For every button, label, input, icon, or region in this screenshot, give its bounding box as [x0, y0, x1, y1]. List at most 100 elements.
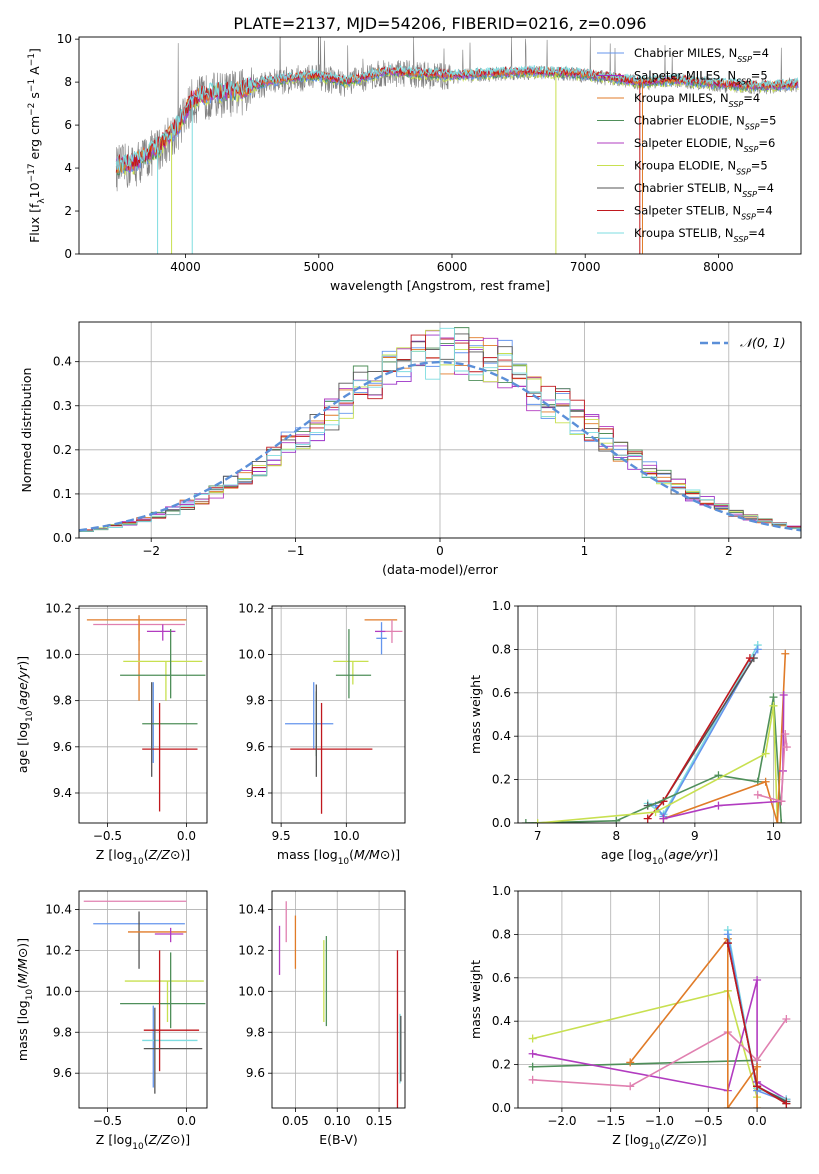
plus-marker	[773, 819, 782, 823]
error-bar-point	[120, 952, 206, 1029]
y-tick-label: 1.0	[492, 884, 511, 898]
mass_vs_ebv-xlabel: E(B-V)	[319, 1132, 358, 1147]
spectrum-xlabel: wavelength [Angstrom, rest frame]	[330, 278, 550, 293]
spectrum-panel: 4000 5000 6000 7000 8000 0 2 4 6 8 10 wavelength [A…	[27, 32, 802, 293]
axes-frame	[517, 890, 802, 1109]
plus-marker	[533, 819, 542, 823]
plus-marker	[723, 930, 732, 939]
plus-marker	[528, 1075, 537, 1084]
plus-marker	[769, 701, 778, 710]
mass-weight-series-salp_stelib	[647, 657, 751, 820]
normal-curve	[79, 360, 801, 532]
y-tick-label: 9.6	[53, 1066, 72, 1080]
x-tick-label: 9.5	[272, 829, 291, 843]
mass_weight_vs_age-ylabel: mass weight	[468, 675, 483, 754]
y-tick-label: 9.8	[246, 1025, 265, 1039]
error-bar-point	[154, 927, 184, 943]
plus-marker	[781, 649, 790, 658]
y-tick-label: 2	[64, 204, 72, 218]
y-tick-label: 0.0	[492, 816, 511, 830]
x-tick-label: −1.5	[596, 1114, 625, 1128]
y-tick-label: 0.4	[492, 1014, 511, 1028]
y-tick-label: 10.4	[45, 902, 72, 916]
mass_weight_vs_Z-ylabel: mass weight	[468, 960, 483, 1039]
error-bar-point	[333, 660, 369, 685]
x-tick-label: 10.0	[333, 829, 360, 843]
plus-marker	[626, 1058, 635, 1067]
legend-entry: Salpeter ELODIE, NSSP=6	[634, 136, 775, 154]
mass_weight_vs_age-panel: 7 8 9 10 0.0 0.2 0.4 0.6 0.8 1.0 age [log10(age/yr…	[468, 599, 802, 867]
y-tick-label: 8	[64, 75, 72, 89]
y-tick-label: 0.4	[492, 729, 511, 743]
residuals-ylabel: Normed distribution	[19, 368, 34, 493]
y-tick-label: 10.2	[238, 601, 265, 615]
x-tick-label: 5000	[304, 260, 335, 274]
age_vs_Z-plot-area	[79, 606, 207, 823]
x-tick-label: 6000	[437, 260, 468, 274]
axes-frame	[517, 605, 802, 824]
mass-weight-series-chab_elodie	[525, 696, 783, 823]
y-tick-label: 0.2	[53, 443, 72, 457]
legend-entry: Kroupa ELODIE, NSSP=5	[634, 159, 768, 177]
y-tick-label: 9.4	[53, 786, 72, 800]
axes-frame	[78, 605, 208, 824]
plus-marker	[753, 975, 762, 984]
spectrum-legend: Chabrier MILES, NSSP=4 Salpeter MILES, NS…	[597, 46, 776, 244]
x-tick-label: 8000	[703, 260, 734, 274]
x-tick-label: 9	[691, 829, 699, 843]
x-tick-label: 0.15	[366, 1114, 393, 1128]
y-tick-label: 9.8	[53, 1025, 72, 1039]
y-tick-label: 0.6	[492, 971, 511, 985]
residuals-legend: 𝒩(0, 1)	[700, 335, 786, 350]
legend-entry: Kroupa STELIB, NSSP=4	[634, 226, 765, 244]
plus-marker	[777, 819, 786, 823]
axes-frame	[271, 605, 406, 824]
y-tick-label: 0.8	[492, 927, 511, 941]
legend-entry: 𝒩(0, 1)	[740, 335, 786, 350]
x-tick-label: 0.0	[748, 1114, 767, 1128]
mass_vs_ebv-plot-area	[272, 891, 405, 1108]
x-tick-label: −0.5	[93, 829, 122, 843]
x-tick-label: 10	[766, 829, 781, 843]
x-tick-label: 7	[534, 829, 542, 843]
y-tick-label: 10	[57, 32, 72, 46]
axes-frame	[271, 890, 406, 1109]
error-bar-point	[120, 629, 206, 699]
plus-marker	[753, 645, 762, 654]
plus-marker	[761, 749, 770, 758]
plus-marker	[745, 654, 754, 663]
x-tick-label: 0.0	[177, 829, 196, 843]
mass-weight-series-krou_stelib	[647, 644, 759, 816]
y-tick-label: 9.6	[246, 1066, 265, 1080]
age_vs_Z-ylabel: age [log10(age/yr)]	[15, 656, 35, 773]
y-tick-label: 0.1	[53, 487, 72, 501]
y-tick-label: 4	[64, 161, 72, 175]
y-tick-label: 0.8	[492, 642, 511, 656]
plus-marker	[777, 797, 786, 806]
axes-frame	[78, 36, 802, 255]
plus-marker	[528, 1034, 537, 1043]
y-tick-label: 0	[64, 247, 72, 261]
y-tick-label: 0.0	[492, 1101, 511, 1115]
x-tick-label: 7000	[570, 260, 601, 274]
y-tick-label: 9.6	[53, 740, 72, 754]
x-tick-label: −1.0	[645, 1114, 674, 1128]
error-bar-point	[285, 682, 334, 750]
y-tick-label: 0.3	[53, 399, 72, 413]
age_vs_Z-panel: −0.5 0.0 9.4 9.6 9.8 10.0 10.2 Z [log10(Z/Z⊙)] a…	[15, 601, 208, 867]
y-tick-label: 10.2	[45, 601, 72, 615]
axes-frame	[78, 890, 208, 1109]
x-tick-label: −0.5	[694, 1114, 723, 1128]
plus-marker	[521, 819, 530, 823]
legend-entry: Kroupa MILES, NSSP=4	[634, 91, 760, 109]
x-tick-label: 1	[581, 544, 589, 558]
age_vs_mass-plot-area	[272, 606, 405, 823]
y-tick-label: 0.2	[492, 773, 511, 787]
plus-marker	[753, 790, 762, 799]
plus-marker	[714, 801, 723, 810]
x-tick-label: 0.05	[282, 1114, 309, 1128]
y-tick-label: 9.8	[246, 694, 265, 708]
residuals-plot-area	[79, 322, 801, 538]
plus-marker	[781, 730, 790, 739]
mass_weight_vs_Z-xlabel: Z [log10(Z/Z⊙)]	[612, 1132, 706, 1152]
